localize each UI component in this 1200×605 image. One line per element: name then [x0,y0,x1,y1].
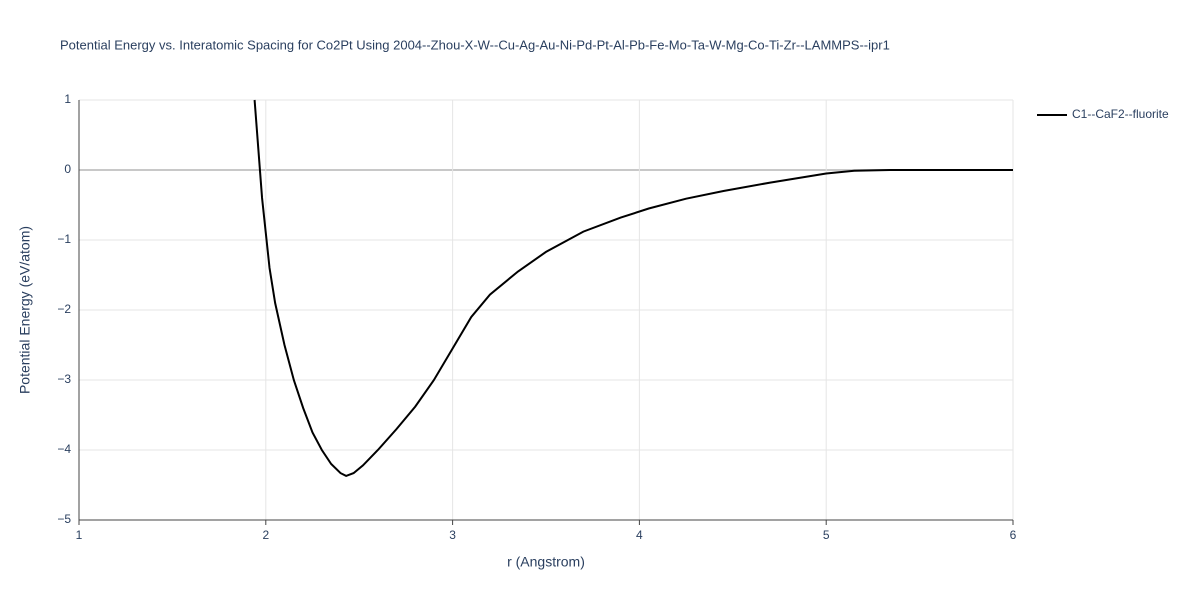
y-tick-label: −1 [57,232,71,246]
x-tick-label: 4 [636,528,643,542]
y-tick-label: −3 [57,372,71,386]
x-axis-label: r (Angstrom) [507,554,585,570]
legend-label: C1--CaF2--fluorite [1072,107,1169,121]
y-tick-label: −4 [57,442,71,456]
x-tick-label: 1 [76,528,83,542]
y-axis-label: Potential Energy (eV/atom) [17,226,33,394]
line-series [253,99,1013,477]
x-tick-label: 2 [262,528,269,542]
y-tick-label: −5 [57,512,71,526]
x-tick-label: 3 [449,528,456,542]
x-tick-label: 6 [1010,528,1017,542]
chart-title: Potential Energy vs. Interatomic Spacing… [60,37,890,52]
y-tick-label: 0 [64,162,71,176]
y-tick-label: −2 [57,302,71,316]
x-tick-label: 5 [823,528,830,542]
y-tick-label: 1 [64,92,71,106]
